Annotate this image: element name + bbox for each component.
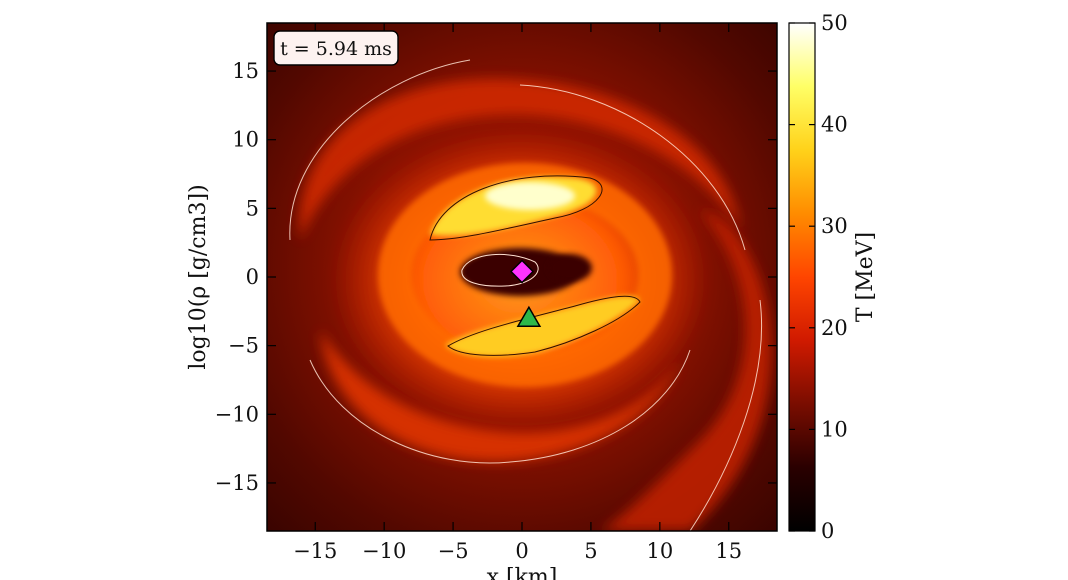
y-axis-label: log10(ρ [g/cm3])	[186, 184, 211, 369]
colorbar-tick-label: 20	[821, 316, 848, 340]
y-tick-label: 15	[232, 59, 259, 83]
y-axis: −15 −10 −5 0 5 10 15	[215, 59, 777, 495]
colorbar-tick-label: 10	[821, 417, 848, 441]
x-tick-label: −5	[438, 539, 469, 563]
outer-spiral-arm-upper-left	[299, 78, 740, 240]
y-tick-label: 10	[232, 128, 259, 152]
time-annotation: t = 5.94 ms	[273, 30, 399, 66]
time-annotation-box	[273, 30, 399, 66]
heatmap-field	[267, 23, 777, 531]
marker-triangle	[516, 305, 542, 327]
colorbar-tick-label: 0	[821, 519, 834, 543]
outer-spiral-arm-lower-left	[320, 330, 680, 462]
hot-spot-lower	[445, 295, 640, 357]
markers	[509, 259, 542, 327]
hot-spot-upper-core	[485, 182, 575, 210]
y-tick-label: 0	[246, 265, 259, 289]
y-tick-label: −15	[215, 471, 259, 495]
marker-diamond	[509, 259, 535, 284]
cold-core-right	[548, 254, 592, 282]
outer-spiral-arm-right	[600, 210, 772, 531]
x-tick-label: −10	[362, 539, 406, 563]
x-tick-label: 15	[715, 539, 742, 563]
x-tick-label: 0	[515, 539, 528, 563]
time-annotation-text: t = 5.94 ms	[280, 38, 392, 60]
colorbar: 0 10 20 30 40 50 T [MeV]	[788, 11, 878, 543]
x-tick-label: 5	[584, 539, 597, 563]
y-tick-label: −10	[215, 402, 259, 426]
x-tick-label: −15	[293, 539, 337, 563]
colorbar-tick-label: 40	[821, 113, 848, 137]
y-tick-label: −5	[228, 334, 259, 358]
x-tick-label: 10	[646, 539, 673, 563]
density-contour-core	[461, 253, 539, 287]
density-contour-outer	[289, 59, 763, 531]
colorbar-tick-label: 50	[821, 11, 848, 35]
colorbar-gradient	[788, 22, 816, 532]
x-axis-label: x [km]	[487, 565, 558, 580]
density-contour-inner	[429, 175, 641, 356]
colorbar-ticks: 0 10 20 30 40 50	[789, 11, 848, 543]
y-tick-label: 5	[246, 196, 259, 220]
colorbar-label: T [MeV]	[853, 232, 878, 322]
colorbar-tick-label: 30	[821, 214, 848, 238]
x-axis: −15 −10 −5 0 5 10 15	[293, 23, 742, 563]
